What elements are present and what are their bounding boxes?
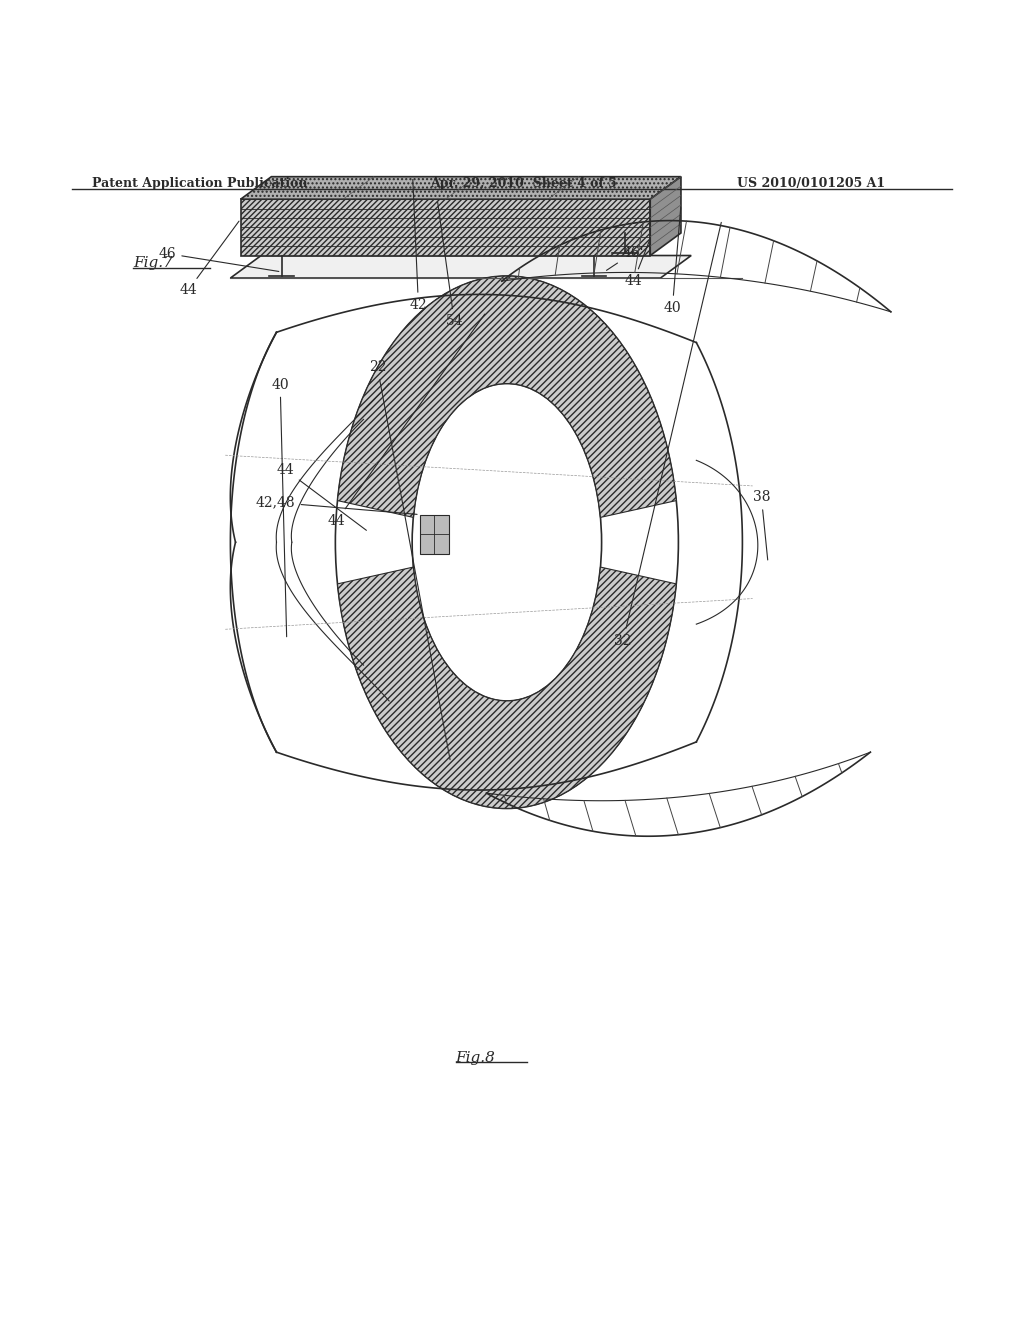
Polygon shape bbox=[338, 276, 676, 517]
Text: 44: 44 bbox=[276, 462, 367, 531]
Text: 32: 32 bbox=[614, 222, 721, 648]
Text: 38: 38 bbox=[753, 490, 770, 560]
Text: 40: 40 bbox=[664, 207, 681, 315]
Text: 22: 22 bbox=[369, 360, 451, 760]
Text: 42: 42 bbox=[410, 180, 427, 312]
Polygon shape bbox=[338, 568, 676, 808]
Text: Fig.8: Fig.8 bbox=[456, 1051, 496, 1065]
Text: 54: 54 bbox=[437, 202, 463, 329]
Text: 44: 44 bbox=[179, 222, 239, 297]
Text: 40: 40 bbox=[271, 378, 289, 636]
Polygon shape bbox=[650, 177, 681, 256]
Ellipse shape bbox=[412, 384, 602, 701]
Polygon shape bbox=[241, 199, 650, 256]
Text: 46': 46' bbox=[606, 246, 644, 271]
Text: 44: 44 bbox=[328, 314, 484, 528]
Text: Patent Application Publication: Patent Application Publication bbox=[92, 177, 307, 190]
Text: 46: 46 bbox=[159, 247, 279, 272]
Polygon shape bbox=[241, 177, 681, 199]
Text: US 2010/0101205 A1: US 2010/0101205 A1 bbox=[737, 177, 886, 190]
Text: 42,48: 42,48 bbox=[256, 495, 417, 515]
Text: Apr. 29, 2010  Sheet 4 of 5: Apr. 29, 2010 Sheet 4 of 5 bbox=[430, 177, 616, 190]
Polygon shape bbox=[230, 256, 691, 279]
Text: 44: 44 bbox=[625, 242, 649, 288]
Polygon shape bbox=[420, 515, 449, 553]
Text: Fig.7: Fig.7 bbox=[133, 256, 173, 269]
